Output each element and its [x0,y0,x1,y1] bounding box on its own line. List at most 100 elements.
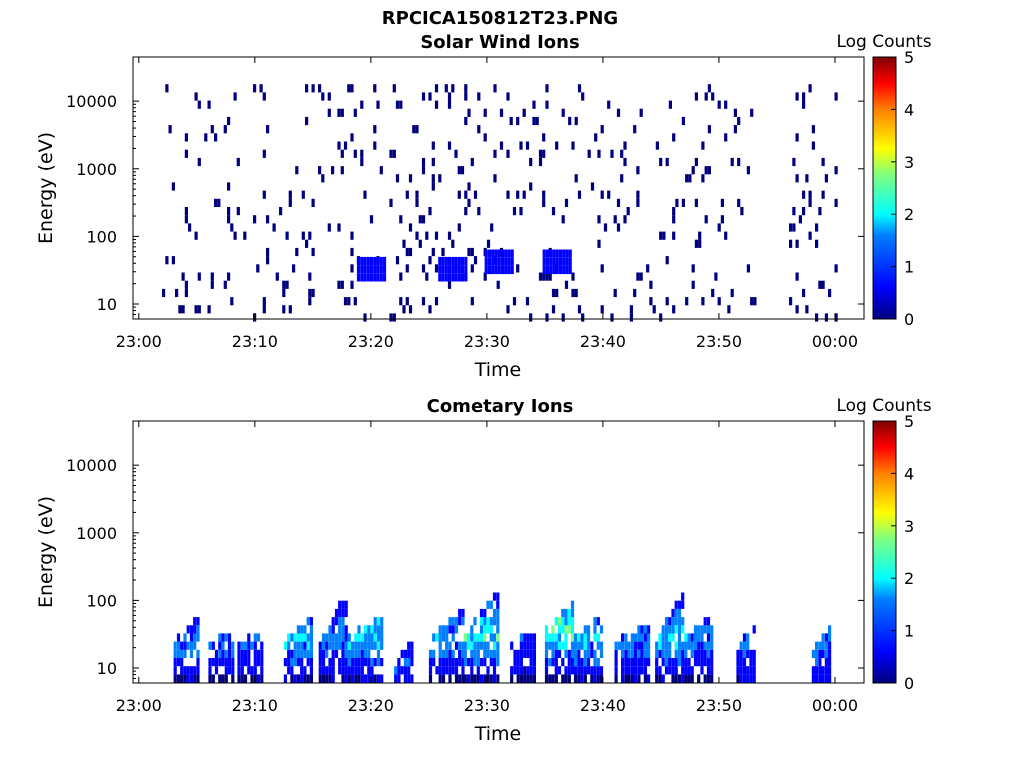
heatmap-cell [168,125,172,134]
heatmap-cell [824,313,828,322]
heatmap-cell [476,666,480,675]
heatmap-cell [736,666,740,675]
heatmap-cell [706,617,711,626]
heatmap-cell [483,633,487,642]
heatmap-cell [586,633,591,642]
heatmap-cell [570,658,575,667]
heatmap-cell [542,249,546,258]
heatmap-cell [496,674,500,683]
heatmap-cell [621,633,625,642]
heatmap-cell [380,617,384,626]
heatmap-cell [476,674,480,683]
heatmap-cell [739,649,743,658]
heatmap-cell [701,141,705,150]
heatmap-cell [451,633,455,642]
heatmap-cell [331,625,335,634]
heatmap-cell [444,265,448,274]
heatmap-cell [464,84,468,93]
heatmap-cell [395,100,400,109]
heatmap-cell [821,190,825,199]
heatmap-cell [570,625,575,634]
colorbar-tick-label: 3 [904,517,914,536]
heatmap-cell [710,658,714,667]
heatmap-cell [376,674,381,683]
heatmap-cell [658,633,662,642]
heatmap-cell [697,658,701,667]
heatmap-cell [256,264,260,273]
heatmap-cell [548,633,552,642]
heatmap-cell [380,641,384,650]
heatmap-cell [655,141,659,150]
heatmap-cell [360,273,364,282]
heatmap-cell [184,280,188,289]
heatmap-cell [454,666,459,675]
heatmap-cell [421,166,426,175]
heatmap-cell [262,297,266,306]
heatmap-cell [681,658,685,667]
heatmap-cell [334,617,339,626]
heatmap-cell [548,272,552,281]
heatmap-cell [479,625,484,634]
heatmap-cell [658,649,662,658]
heatmap-cell [581,92,585,101]
heatmap-cell [710,633,714,642]
heatmap-cell [643,658,647,667]
heatmap-cell [789,297,793,306]
heatmap-cell [379,265,383,274]
heatmap-cell [447,92,452,101]
heatmap-cell [574,174,578,183]
x-tick-label: 23:50 [696,332,742,351]
heatmap-cell [818,649,822,658]
heatmap-cell [243,649,248,658]
heatmap-cell [570,633,575,642]
heatmap-cell [506,190,510,199]
heatmap-cell [739,666,743,675]
heatmap-cell [749,666,753,675]
heatmap-cell [193,625,197,634]
heatmap-cell [454,149,458,158]
heatmap-cell [549,265,553,275]
heatmap-cell [395,256,400,265]
heatmap-cell [466,641,471,650]
heatmap-cell [457,256,461,266]
heatmap-cell [739,641,743,650]
heatmap-cell [489,633,493,642]
heatmap-cell [500,265,504,275]
heatmap-cell [253,215,257,224]
heatmap-cell [180,666,184,675]
heatmap-cell [210,125,214,134]
heatmap-cell [477,92,481,101]
heatmap-cell [357,649,361,658]
heatmap-cell [811,141,815,150]
heatmap-cell [461,666,465,675]
heatmap-cell [621,666,625,675]
heatmap-cell [207,100,211,109]
heatmap-cell [293,674,297,683]
heatmap-cell [311,198,315,207]
heatmap-cell [354,633,358,642]
heatmap-cell [489,649,493,658]
heatmap-cell [369,265,374,274]
heatmap-cell [668,666,672,675]
heatmap-cell [496,280,500,289]
heatmap-cell [746,166,750,175]
x-axis-label: Time [474,723,522,745]
heatmap-cell [197,305,201,314]
heatmap-cell [303,674,307,683]
heatmap-cell [451,625,455,634]
heatmap-cell [296,625,300,634]
heatmap-cell [690,666,694,675]
heatmap-cell [338,608,342,618]
heatmap-cell [636,190,640,199]
heatmap-cell [623,141,627,150]
heatmap-cell [473,633,477,642]
heatmap-cell [555,141,559,150]
heatmap-cell [236,157,240,167]
heatmap-cell [700,641,704,650]
heatmap-cell [441,256,445,266]
heatmap-cell [565,265,569,275]
heatmap-cell [489,658,493,667]
heatmap-cell [557,649,562,658]
heatmap-cell [620,174,624,183]
heatmap-cell [370,625,374,634]
